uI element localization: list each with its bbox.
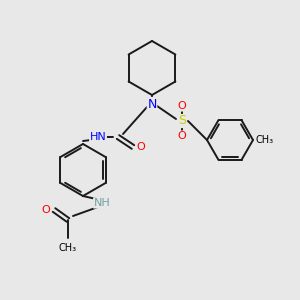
- Text: S: S: [178, 115, 186, 128]
- Text: O: O: [178, 131, 186, 141]
- Text: O: O: [178, 101, 186, 111]
- Text: NH: NH: [94, 198, 110, 208]
- Text: CH₃: CH₃: [256, 135, 274, 145]
- Text: CH₃: CH₃: [59, 243, 77, 253]
- Text: O: O: [42, 205, 50, 215]
- Text: N: N: [147, 98, 157, 110]
- Text: O: O: [136, 142, 146, 152]
- Text: HN: HN: [90, 132, 106, 142]
